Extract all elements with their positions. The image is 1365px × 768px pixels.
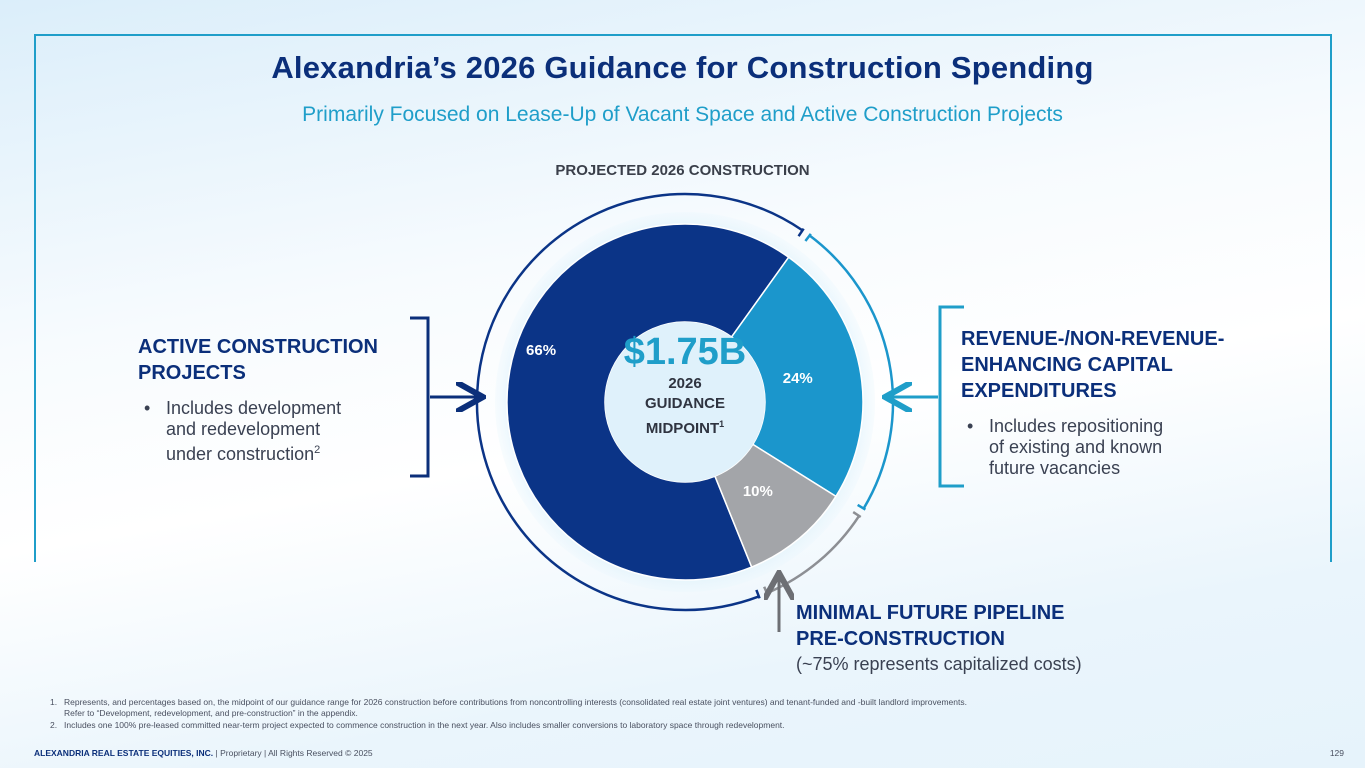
outer-arc-capex-end-tick — [857, 503, 867, 511]
capex-bullet: Includes repositioning of existing and k… — [961, 416, 1281, 479]
chart-title: PROJECTED 2026 CONSTRUCTION — [555, 162, 810, 179]
slice-label-capex: 24% — [782, 370, 813, 388]
active-construction-heading: ACTIVE CONSTRUCTION PROJECTS — [138, 336, 378, 384]
content-frame — [34, 34, 1332, 562]
guidance-value: $1.75B — [623, 331, 747, 373]
footnotes: 1. Represents, and percentages based on,… — [50, 697, 1170, 732]
active-construction-bullet: Includes development and redevelopment u… — [138, 398, 428, 465]
footer: ALEXANDRIA REAL ESTATE EQUITIES, INC. | … — [34, 748, 373, 758]
capex-block: REVENUE-/NON-REVENUE- ENHANCING CAPITAL … — [961, 326, 1281, 479]
footer-rights: | Proprietary | All Rights Reserved © 20… — [213, 748, 373, 758]
left-bracket — [410, 316, 430, 478]
guidance-year: 2026 — [668, 375, 702, 392]
slice-label-pipeline: 10% — [742, 483, 773, 501]
page-subtitle: Primarily Focused on Lease-Up of Vacant … — [302, 103, 1063, 126]
guidance-label: GUIDANCE — [644, 395, 725, 412]
footnote-2: 2. Includes one 100% pre-leased committe… — [50, 720, 785, 730]
footnote-ref-1: 1 — [719, 419, 725, 429]
outer-arc-active-end-tick — [797, 228, 805, 237]
guidance-midpoint: MIDPOINT1 — [645, 419, 725, 437]
outer-arc-pipeline-end-tick — [763, 586, 769, 596]
pipeline-block: MINIMAL FUTURE PIPELINE PRE-CONSTRUCTION… — [796, 600, 1176, 675]
slice-capex — [730, 256, 864, 498]
pipeline-note: (~75% represents capitalized costs) — [796, 654, 1082, 674]
footer-company: ALEXANDRIA REAL ESTATE EQUITIES, INC. — [34, 748, 214, 758]
slice-pipeline — [713, 443, 837, 569]
slice-label-active: 66% — [526, 341, 557, 359]
outer-arc-active — [475, 192, 804, 612]
footnote-ref-2: 2 — [314, 444, 321, 456]
outer-arc-active-start-tick — [755, 589, 761, 599]
outer-arc-capex — [808, 234, 895, 510]
donut-center-text: $1.75B 2026 GUIDANCE MIDPOINT1 — [600, 330, 770, 439]
active-construction-block: ACTIVE CONSTRUCTION PROJECTS Includes de… — [138, 334, 428, 465]
capex-heading: REVENUE-/NON-REVENUE- ENHANCING CAPITAL … — [961, 328, 1225, 402]
outer-arc-pipeline-start-tick — [852, 511, 862, 519]
outer-arc-capex-start-tick — [804, 233, 812, 242]
page-number: 129 — [1329, 748, 1344, 758]
footnote-1: 1. Represents, and percentages based on,… — [50, 697, 967, 718]
page-title: Alexandria’s 2026 Guidance for Construct… — [271, 50, 1094, 85]
pipeline-heading: MINIMAL FUTURE PIPELINE PRE-CONSTRUCTION — [796, 602, 1065, 650]
donut-center-disc — [605, 322, 765, 482]
right-bracket — [938, 305, 964, 488]
